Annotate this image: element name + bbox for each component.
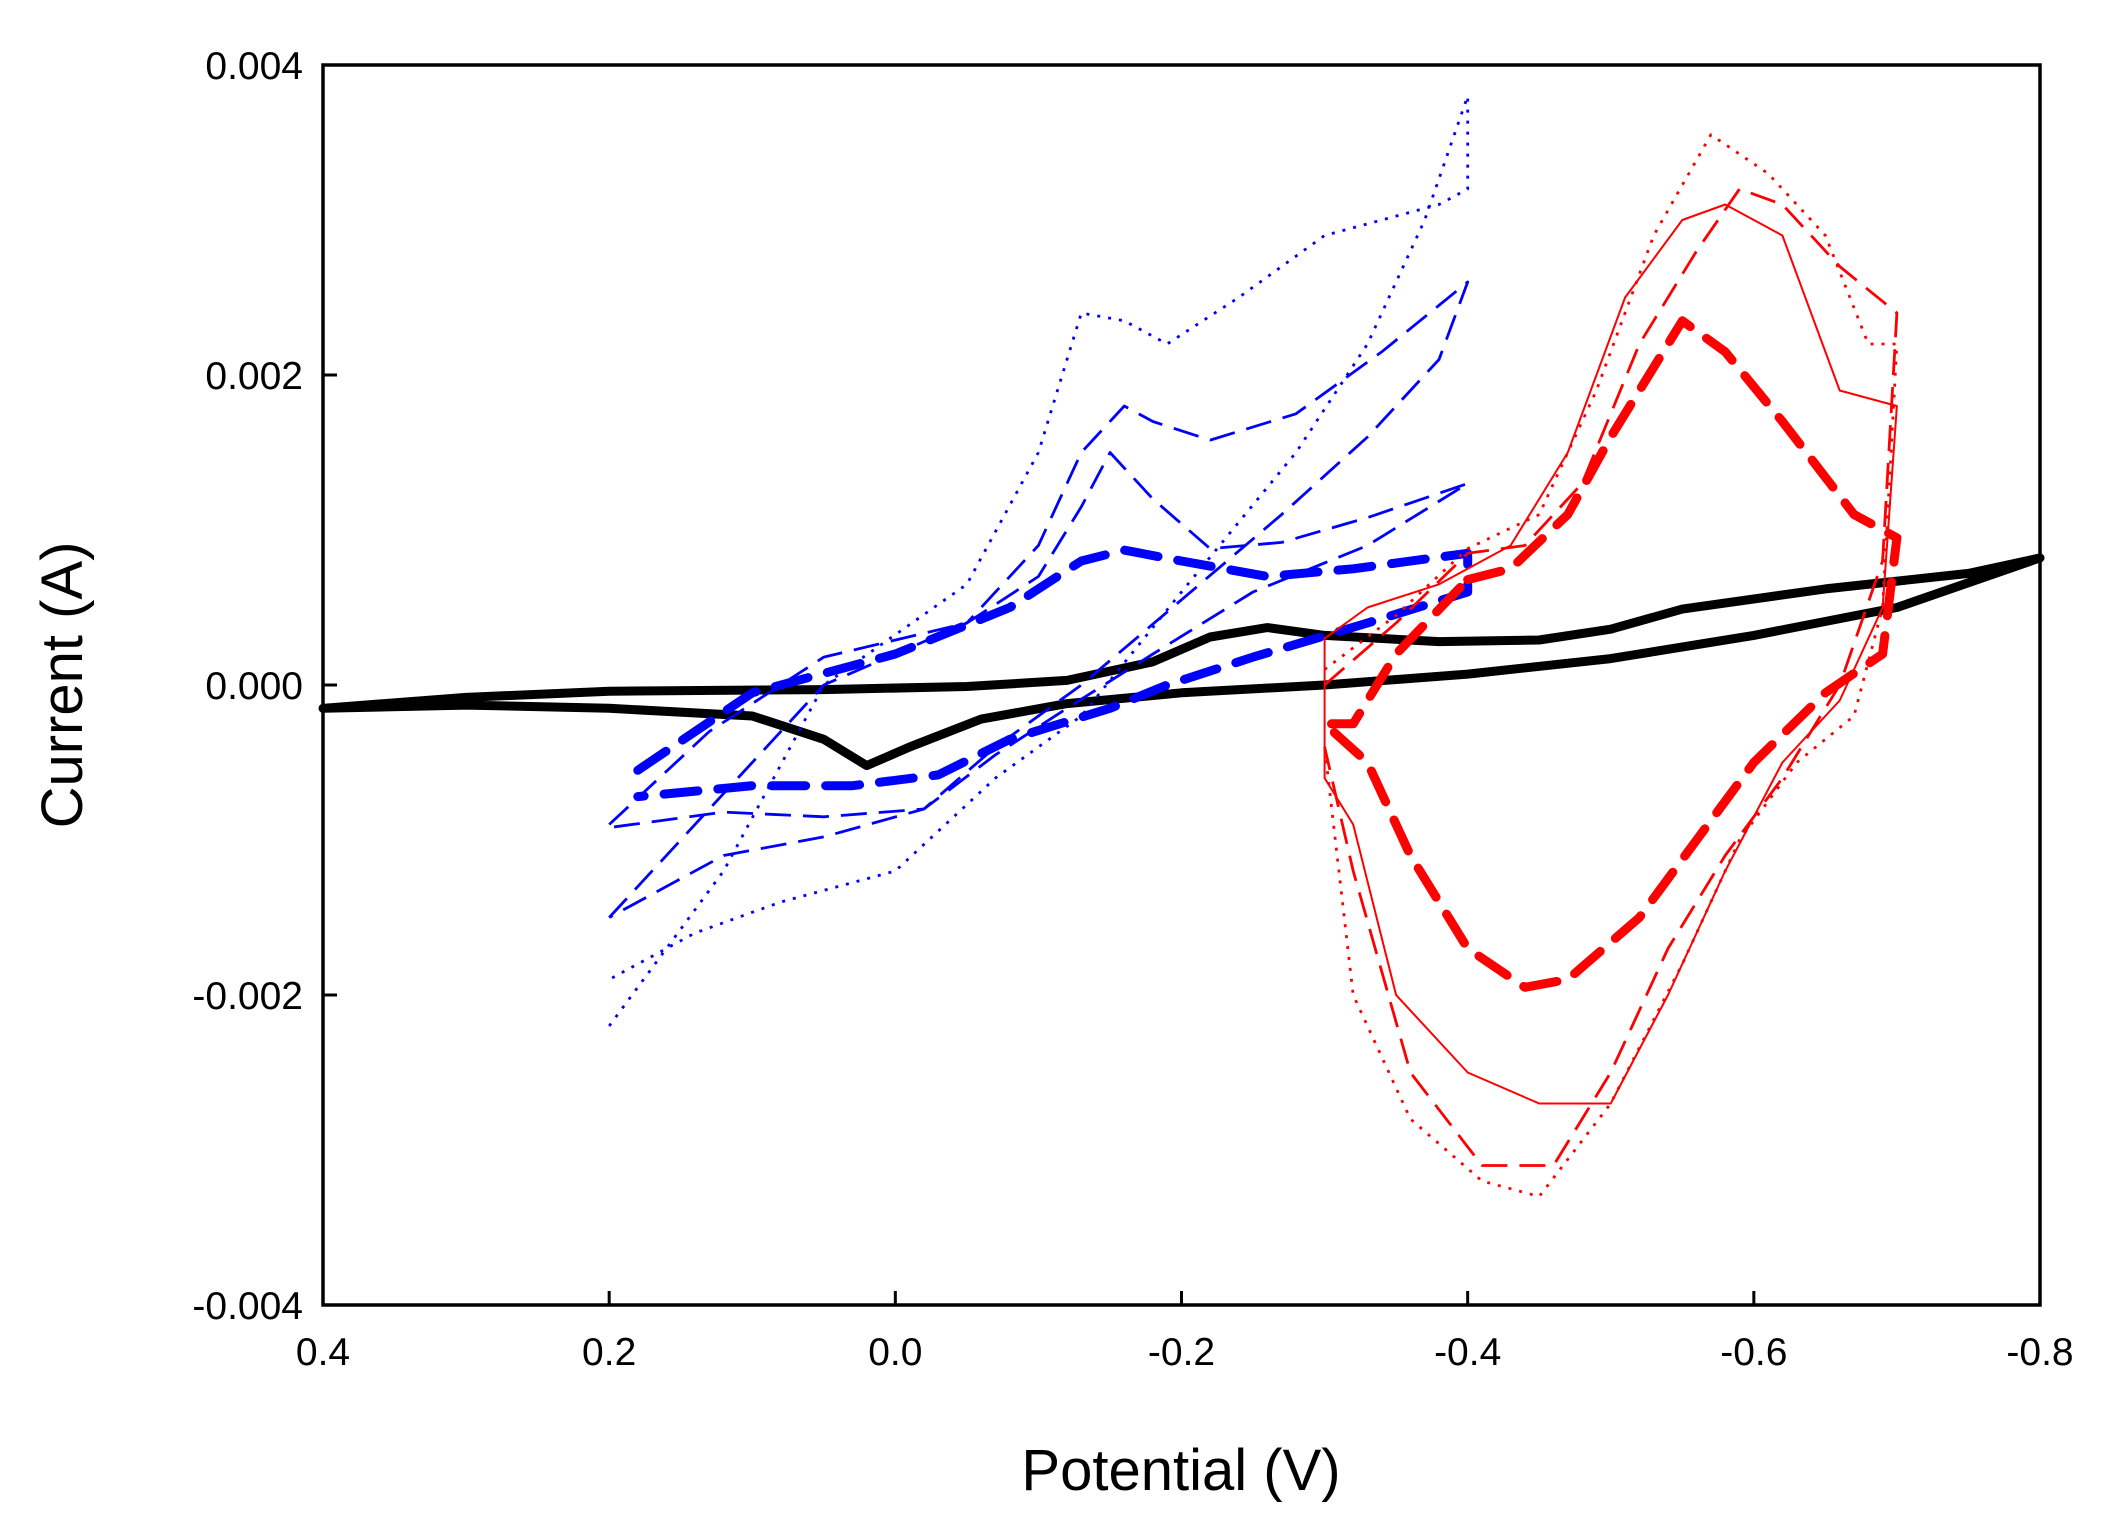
x-tick-label: -0.4	[1434, 1331, 1501, 1374]
series-blue-thick-dash	[633, 545, 1473, 802]
series-black-wide-scan	[318, 553, 2045, 771]
x-tick-label: 0.2	[582, 1331, 636, 1374]
x-tick-label: 0.4	[296, 1331, 350, 1374]
series-red-dotted	[1323, 133, 1899, 1198]
series-blue-dotted	[608, 94, 1470, 1027]
y-tick-label: -0.004	[192, 1285, 303, 1328]
y-tick-label: -0.002	[192, 975, 303, 1018]
series-blue-medium-dash-outer	[608, 280, 1470, 919]
series-red-medium-dash	[1323, 187, 1899, 1167]
y-axis-title: Current (A)	[30, 542, 95, 829]
series-red-thick-dash	[1320, 316, 1902, 992]
y-tick-label: 0.004	[205, 45, 303, 88]
x-tick-label: -0.6	[1720, 1331, 1787, 1374]
plot-frame	[321, 63, 2042, 1307]
x-tick-label: 0.0	[868, 1331, 922, 1374]
x-axis: 0.4 0.2 0.0 -0.2 -0.4 -0.6 -0.8	[296, 1291, 2074, 1374]
y-axis: 0.004 0.002 0.000 -0.002 -0.004	[192, 45, 337, 1328]
y-tick-label: 0.000	[205, 665, 303, 708]
x-tick-label: -0.8	[2006, 1331, 2073, 1374]
series-layer	[318, 94, 2045, 1198]
series-red-thin-solid	[1323, 203, 1898, 1105]
x-tick-label: -0.2	[1148, 1331, 1215, 1374]
x-axis-title: Potential (V)	[1021, 1438, 1340, 1503]
y-tick-label: 0.002	[205, 355, 303, 398]
